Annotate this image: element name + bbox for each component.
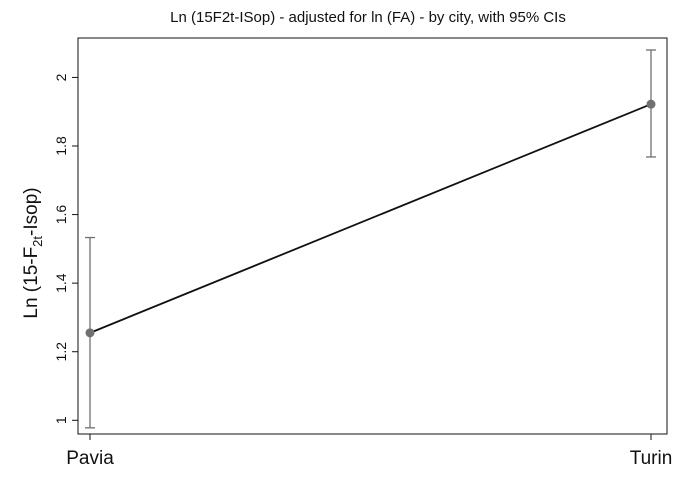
x-tick-label: Pavia bbox=[66, 448, 114, 469]
series-line-path bbox=[89, 103, 652, 334]
y-tick-label: 1 bbox=[53, 416, 69, 424]
data-point bbox=[646, 99, 656, 109]
confidence-intervals bbox=[85, 49, 656, 429]
series-points bbox=[85, 99, 656, 338]
series-line bbox=[89, 103, 652, 334]
y-tick-label: 1.2 bbox=[53, 342, 69, 362]
data-point bbox=[85, 328, 95, 338]
y-tick-label: 2 bbox=[53, 73, 69, 81]
y-axis-label: Ln (15-F2t-Isop) bbox=[21, 187, 45, 318]
y-axis: 1 1.2 1.4 1.6 1.8 2 bbox=[53, 73, 78, 424]
plot-frame bbox=[77, 37, 668, 435]
chart-title: Ln (15F2t-ISop) - adjusted for ln (FA) -… bbox=[170, 9, 566, 26]
y-tick-label: 1.8 bbox=[53, 136, 69, 156]
y-tick-label: 1.6 bbox=[53, 205, 69, 225]
x-axis: Pavia Turin bbox=[66, 434, 672, 469]
x-tick-label: Turin bbox=[630, 448, 673, 469]
y-tick-label: 1.4 bbox=[53, 273, 69, 293]
